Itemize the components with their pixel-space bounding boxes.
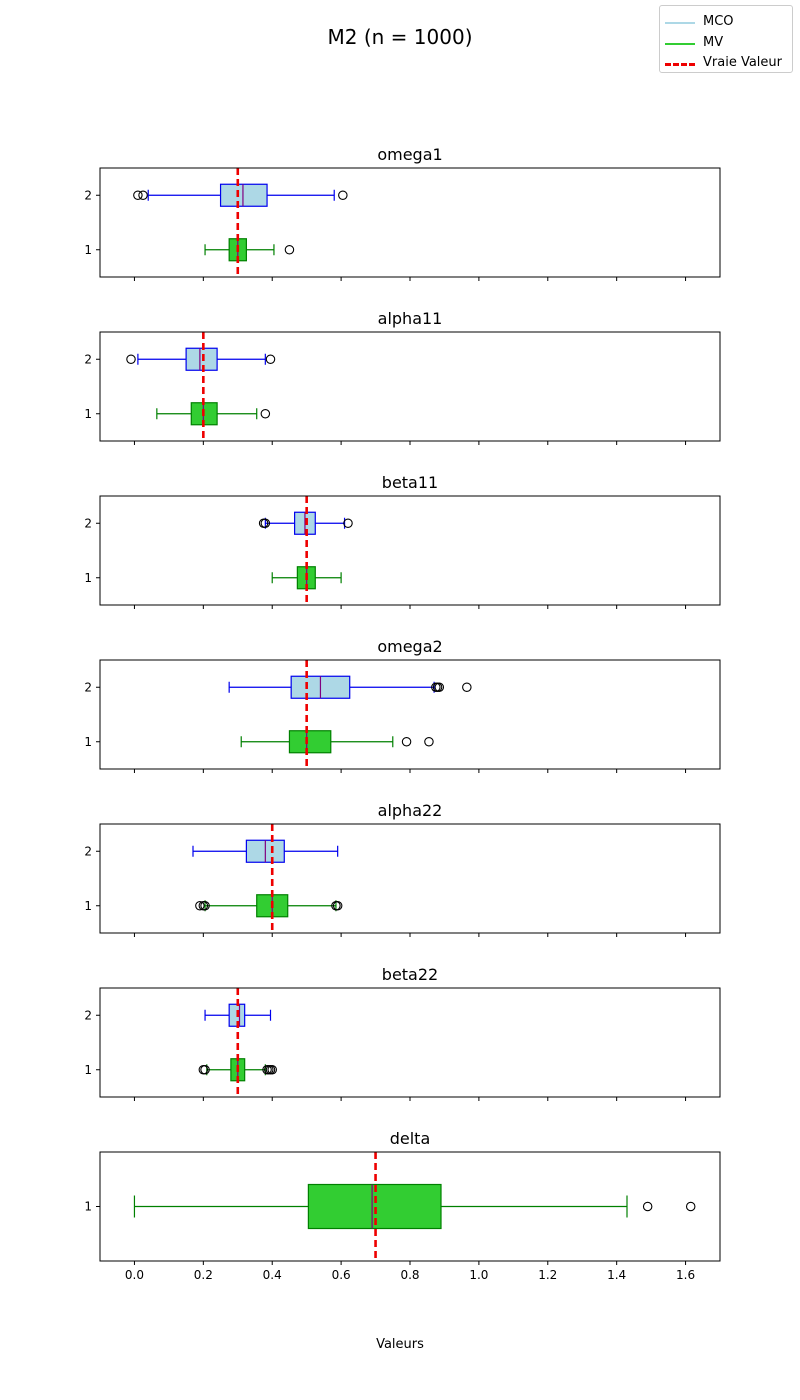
y-tick-label: 1 [84,899,92,913]
axes-frame [99,167,721,278]
outlier-point [126,354,136,364]
panel-beta22: beta22 1 2 [84,965,721,1101]
y-tick-label: 2 [84,844,92,858]
legend-label-true-value: Vraie Valeur [703,55,782,70]
x-tick-label: 0.2 [194,1268,213,1282]
outlier-point [260,518,271,528]
panel-alpha22: alpha22 1 2 [84,801,721,937]
outlier-point [462,682,472,692]
box-mco [192,839,339,863]
subplots: omega112alpha1112beta1112omega212alpha22… [84,145,721,1282]
legend-entry-mv: MV [660,34,792,54]
y-tick-label: 1 [84,1200,92,1214]
y-tick-label: 2 [84,680,92,694]
panel-beta11: beta11 1 2 [84,473,721,609]
legend-label-mco: MCO [703,14,734,29]
outlier-point [642,1201,653,1212]
panel-title: delta [390,1129,431,1148]
panel-title: alpha22 [378,801,443,820]
x-tick-label: 1.4 [607,1268,626,1282]
box-mv [156,402,271,426]
box-iqr [185,347,218,371]
box-mco [258,511,353,535]
axes-frame [99,331,721,442]
legend-entry-mco: MCO [660,13,792,33]
panel-omega2: omega2 1 2 [84,637,721,773]
x-tick-label: 0.4 [263,1268,282,1282]
outlier-point [338,190,348,201]
y-tick-label: 2 [84,188,92,202]
box-mco [228,675,472,699]
y-tick-label: 1 [84,735,92,749]
legend: MCO MV Vraie Valeur [659,5,793,73]
axes-frame [99,823,721,934]
outlier-point [284,245,295,255]
y-tick-label: 1 [84,1063,92,1077]
outlier-point [424,736,434,747]
axes-frame [99,495,721,606]
outlier-point [434,682,445,692]
axes-frame [99,1151,721,1262]
outlier-point [133,190,143,201]
box-mv [195,894,343,918]
y-tick-label: 2 [84,1008,92,1022]
panel-title: alpha11 [378,309,443,328]
x-tick-label: 0.0 [125,1268,144,1282]
y-tick-label: 1 [84,571,92,585]
outlier-point [332,900,343,911]
y-tick-label: 1 [84,243,92,257]
outlier-point [401,736,412,747]
box-iqr [219,183,268,207]
axes-frame [99,987,721,1098]
box-mv [240,730,434,754]
y-tick-label: 2 [84,352,92,366]
x-tick-label: 1.6 [676,1268,695,1282]
legend-label-mv: MV [703,35,724,50]
outlier-point [200,1065,210,1075]
outlier-point [195,900,205,911]
panel-title: omega2 [377,637,442,656]
outlier-point [138,190,148,201]
x-tick-label: 0.8 [400,1268,419,1282]
legend-swatch-true-value [665,63,695,66]
panel-alpha11: alpha11 1 2 [84,309,721,445]
box-mco [126,347,276,371]
outlier-point [343,518,353,528]
outlier-point [265,354,276,364]
x-tick-label: 0.6 [332,1268,351,1282]
outlier-point [260,408,271,419]
panel-title: omega1 [377,145,442,164]
box-mco [133,183,348,207]
axes-frame [99,659,721,770]
legend-swatch-mco [665,22,695,24]
outlier-point [267,1065,277,1075]
legend-entry-true-value: Vraie Valeur [660,54,792,74]
outlier-point [685,1201,696,1212]
box-mv [204,238,295,262]
figure-title: M2 (n = 1000) [328,25,473,49]
panel-title: beta11 [382,473,438,492]
y-tick-label: 1 [84,407,92,421]
x-axis-label: Valeurs [376,1337,424,1352]
box-iqr [288,730,332,754]
panel-omega1: omega1 1 2 [84,145,721,281]
panel-title: beta22 [382,965,438,984]
x-tick-label: 1.2 [538,1268,557,1282]
outlier-point [200,900,210,911]
x-tick-label: 1.0 [469,1268,488,1282]
box-mv [133,1183,696,1230]
legend-swatch-mv [665,43,695,45]
panel-delta: delta 0.0 0.2 0.4 0.6 0.8 1.0 1.2 1.4 1.6 1 [84,1129,721,1282]
y-tick-label: 2 [84,516,92,530]
